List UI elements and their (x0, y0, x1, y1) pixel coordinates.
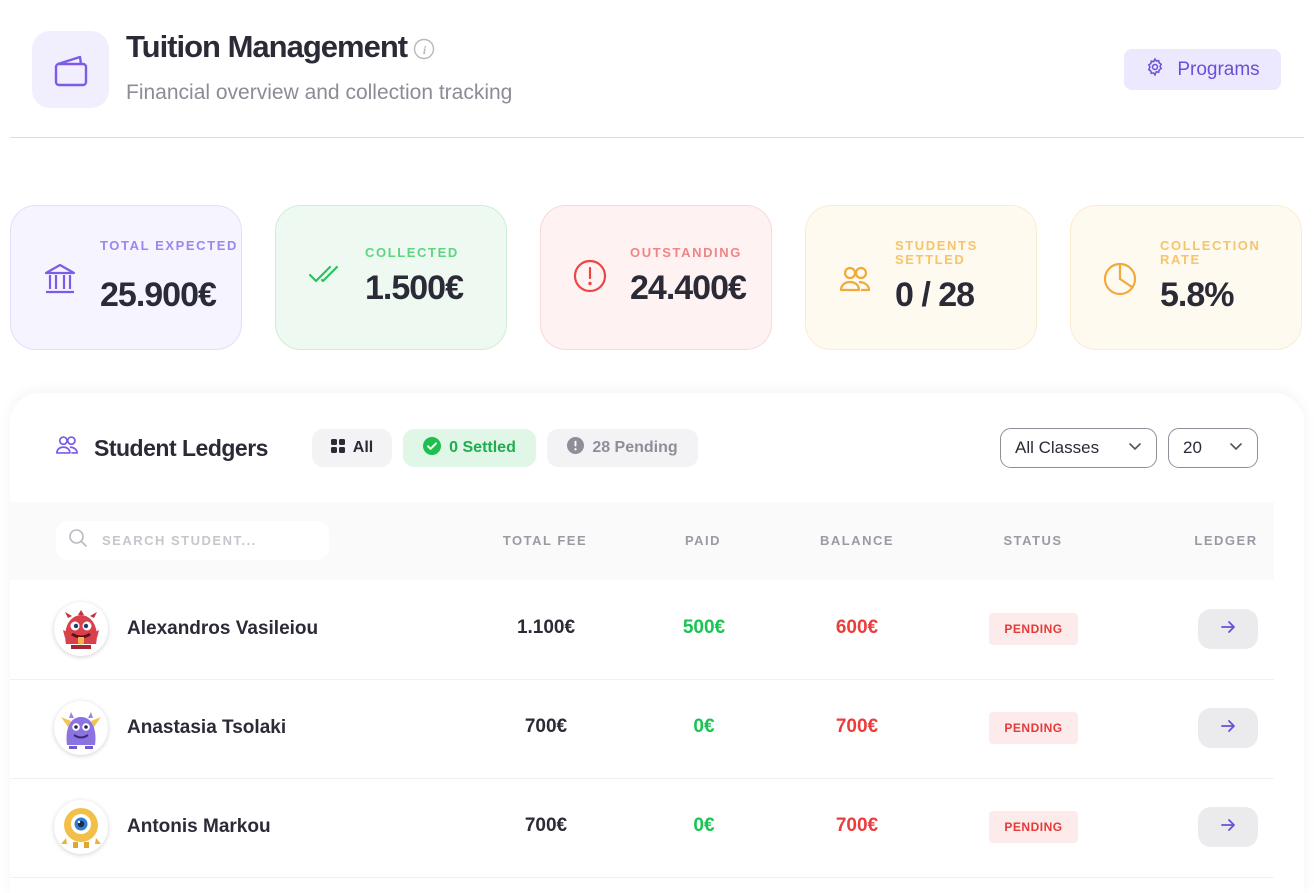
page-size-value: 20 (1183, 438, 1202, 457)
stat-value: 1.500€ (365, 269, 464, 307)
filter-all-label: All (352, 439, 374, 456)
check-circle-icon (423, 436, 442, 460)
column-header-ledger: LEDGER (1194, 533, 1258, 548)
stat-card-collected: COLLECTED 1.500€ (275, 205, 507, 350)
filter-pending-label: 28 Pending (592, 439, 678, 456)
stat-label: COLLECTION RATE (1160, 238, 1261, 267)
users-icon (836, 260, 874, 298)
stat-card-students-settled: STUDENTS SETTLED 0 / 28 (805, 205, 1037, 350)
programs-label: Programs (1177, 58, 1260, 80)
search-input[interactable] (100, 532, 324, 549)
student-name: Anastasia Tsolaki (127, 717, 287, 738)
table-row[interactable]: Antonis Markou 700€ 0€ 700€ PENDING (10, 778, 1274, 878)
open-ledger-button[interactable] (1198, 708, 1258, 748)
filter-pending-button[interactable]: 28 Pending (547, 429, 698, 467)
chevron-down-icon (1229, 438, 1243, 458)
grid-icon (330, 438, 345, 458)
student-name: Alexandros Vasileiou (127, 618, 319, 639)
class-select-value: All Classes (1015, 438, 1100, 457)
open-ledger-button[interactable] (1198, 609, 1258, 649)
stat-card-total-expected: TOTAL EXPECTED 25.900€ (10, 205, 242, 350)
column-header-balance: BALANCE (819, 533, 895, 548)
balance-amount: 700€ (835, 716, 879, 737)
table-row[interactable]: Alexandros Vasileiou 1.100€ 500€ 600€ PE… (10, 580, 1274, 680)
users-icon (54, 432, 80, 464)
filter-settled-label: 0 Settled (449, 439, 516, 456)
purple-monster-avatar (54, 701, 108, 755)
stat-label: COLLECTED (365, 245, 459, 260)
gear-icon (1145, 57, 1165, 83)
header-divider (10, 137, 1304, 138)
red-monster-avatar (54, 602, 108, 656)
page-subtitle: Financial overview and collection tracki… (126, 81, 513, 104)
stat-label: STUDENTS SETTLED (895, 238, 978, 267)
open-ledger-button[interactable] (1198, 807, 1258, 847)
ledger-title: Student Ledgers (94, 434, 268, 461)
filter-settled-button[interactable]: 0 Settled (403, 429, 536, 467)
class-select[interactable]: All Classes (1000, 428, 1157, 468)
stat-value: 24.400€ (630, 269, 747, 307)
ledger-title-row: Student Ledgers (54, 432, 268, 464)
status-badge: PENDING (989, 712, 1078, 744)
status-badge: PENDING (989, 811, 1078, 843)
svg-text:i: i (423, 43, 427, 57)
balance-amount: 700€ (835, 815, 879, 836)
column-header-total-fee: TOTAL FEE (502, 533, 588, 548)
wallet-logo-icon (32, 31, 109, 108)
paid-amount: 0€ (693, 716, 715, 737)
arrow-right-icon (1219, 717, 1237, 740)
search-box[interactable] (56, 521, 329, 560)
stat-value: 5.8% (1160, 276, 1234, 314)
double-check-icon (306, 254, 344, 292)
stat-card-collection-rate: COLLECTION RATE 5.8% (1070, 205, 1302, 350)
paid-amount: 500€ (682, 617, 726, 638)
column-header-paid: PAID (684, 533, 722, 548)
page-title: Tuition Management (126, 29, 408, 64)
programs-button[interactable]: Programs (1124, 49, 1281, 90)
total-fee: 700€ (524, 815, 568, 836)
student-name: Antonis Markou (127, 816, 271, 837)
pie-chart-icon (1101, 260, 1139, 298)
yellow-cyclops-avatar (54, 800, 108, 854)
column-header-status: STATUS (1003, 533, 1063, 548)
table-row[interactable]: Anastasia Tsolaki 700€ 0€ 700€ PENDING (10, 679, 1274, 779)
alert-circle-icon (567, 437, 585, 459)
stat-value: 0 / 28 (895, 276, 975, 314)
bank-icon (41, 260, 79, 298)
page-size-select[interactable]: 20 (1168, 428, 1258, 468)
info-icon[interactable]: i (413, 32, 435, 68)
ledger-panel (10, 393, 1304, 893)
stat-card-outstanding: OUTSTANDING 24.400€ (540, 205, 772, 350)
chevron-down-icon (1128, 438, 1142, 458)
paid-amount: 0€ (693, 815, 715, 836)
page-title-row: Tuition Management i (126, 26, 435, 68)
stat-label: TOTAL EXPECTED (100, 238, 238, 253)
arrow-right-icon (1219, 816, 1237, 839)
filter-all-button[interactable]: All (312, 429, 392, 467)
arrow-right-icon (1219, 618, 1237, 641)
stat-value: 25.900€ (100, 276, 217, 314)
alert-circle-icon (571, 257, 609, 295)
search-icon (68, 528, 88, 553)
status-badge: PENDING (989, 613, 1078, 645)
total-fee: 1.100€ (516, 617, 576, 638)
balance-amount: 600€ (835, 617, 879, 638)
total-fee: 700€ (524, 716, 568, 737)
stat-label: OUTSTANDING (630, 245, 742, 260)
